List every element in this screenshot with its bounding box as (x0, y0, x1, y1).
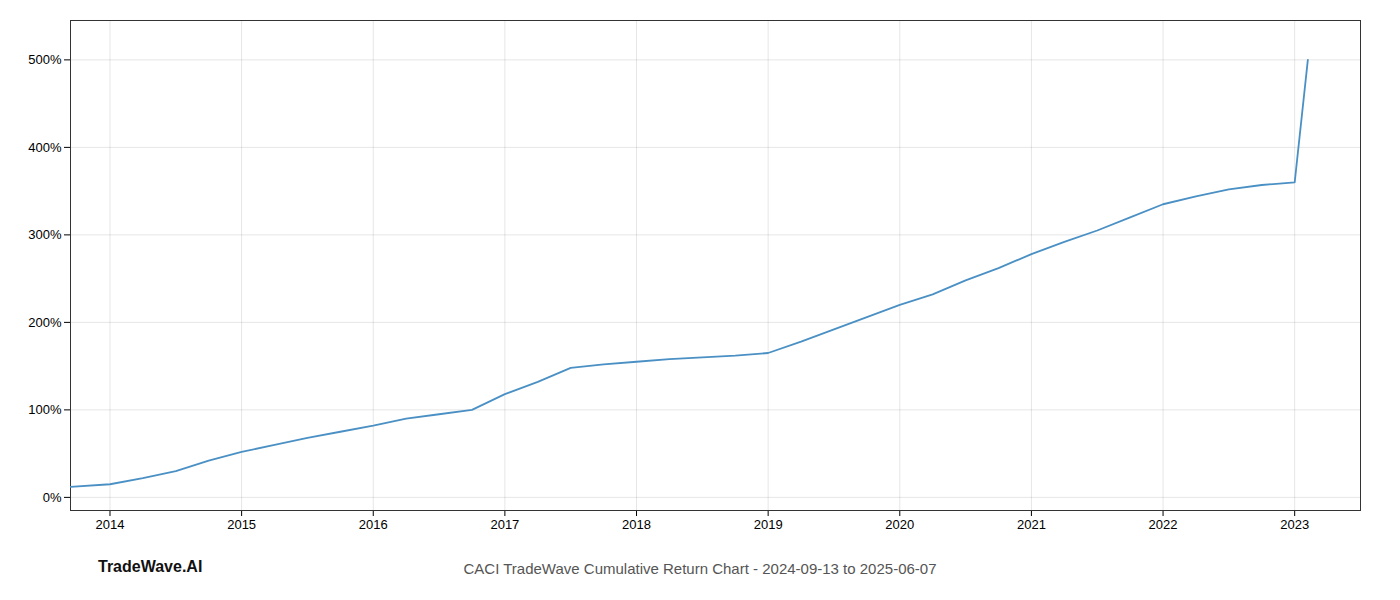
svg-text:2014: 2014 (96, 517, 125, 532)
svg-text:2021: 2021 (1017, 517, 1046, 532)
svg-text:0%: 0% (43, 490, 62, 505)
svg-text:2017: 2017 (490, 517, 519, 532)
html-text:TradeWave.AI: TradeWave.AI (98, 558, 203, 575)
svg-text:2022: 2022 (1149, 517, 1178, 532)
svg-text:2023: 2023 (1280, 517, 1309, 532)
svg-text:2018: 2018 (622, 517, 651, 532)
svg-text:2015: 2015 (227, 517, 256, 532)
svg-text:500%: 500% (28, 52, 62, 67)
svg-text:2019: 2019 (754, 517, 783, 532)
svg-text:400%: 400% (28, 140, 62, 155)
html-text:CACI TradeWave Cumulative Retu: CACI TradeWave Cumulative Return Chart -… (463, 560, 937, 577)
svg-text:2020: 2020 (885, 517, 914, 532)
svg-text:100%: 100% (28, 402, 62, 417)
svg-text:200%: 200% (28, 315, 62, 330)
svg-text:2016: 2016 (359, 517, 388, 532)
svg-text:300%: 300% (28, 227, 62, 242)
